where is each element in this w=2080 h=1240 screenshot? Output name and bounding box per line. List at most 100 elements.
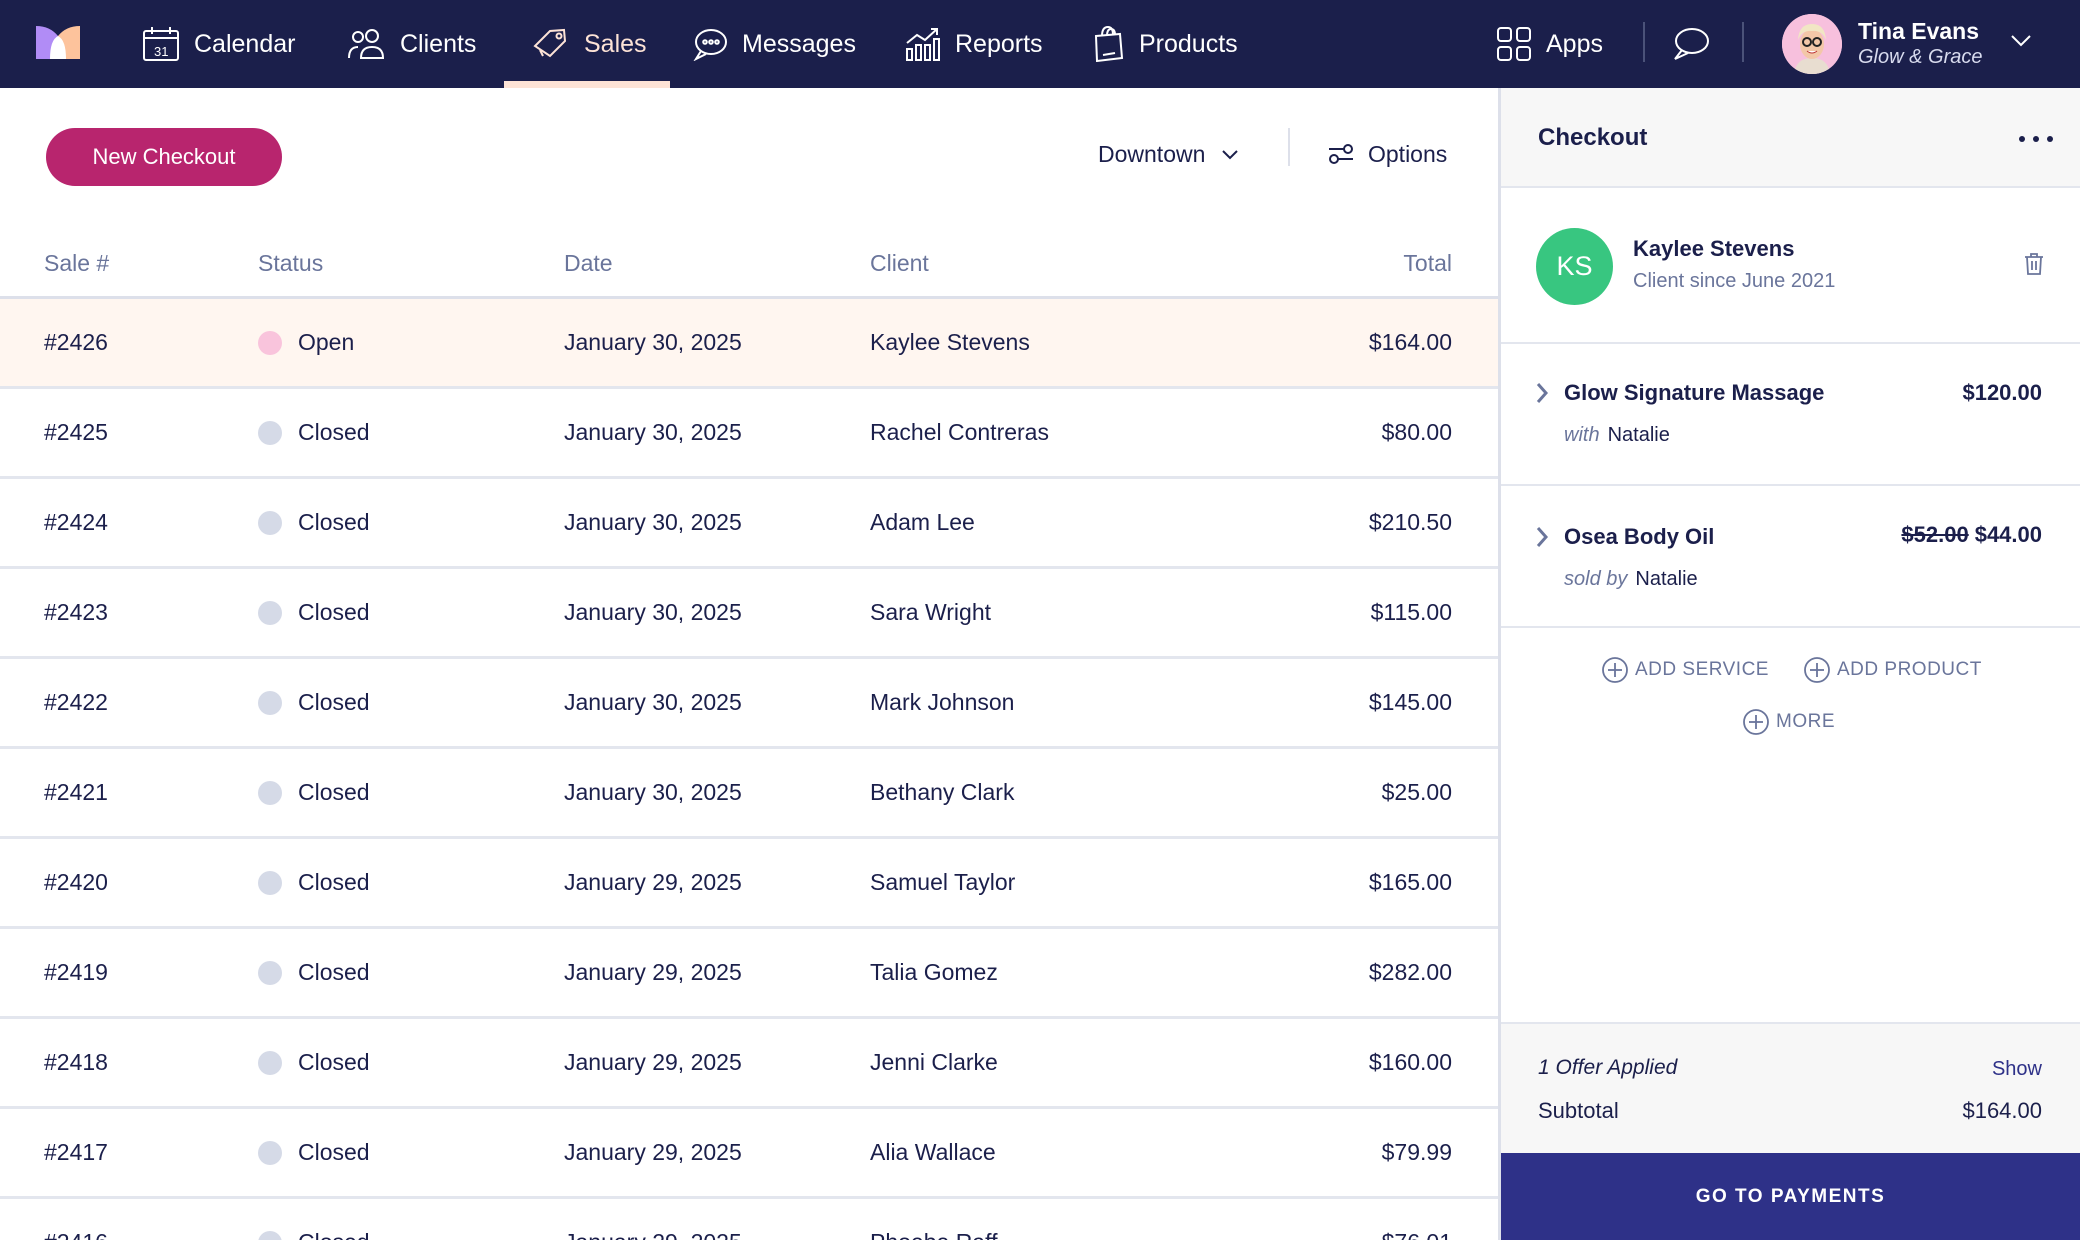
sale-date: January 29, 2025 [564,1049,742,1075]
status-badge: Closed [258,749,370,836]
client-name: Jenni Clarke [870,1049,998,1075]
chevron-right-icon[interactable] [1535,526,1549,548]
status-dot-icon [258,1050,282,1075]
status-badge: Closed [258,839,370,926]
status-dot-icon [258,1140,282,1165]
client-since: Client since June 2021 [1633,270,1836,292]
table-row[interactable]: #2419 Closed January 29, 2025 Talia Gome… [0,929,1498,1019]
user-avatar[interactable] [1782,14,1842,74]
line-item-price: $120.00 [1962,380,2042,406]
line-item-name: Osea Body Oil [1564,524,1715,549]
status-dot-icon [258,1230,282,1240]
calendar-icon: 31 [143,27,179,61]
nav-reports[interactable]: Reports [905,0,1043,88]
trash-icon[interactable] [2024,252,2044,276]
client-name: Kaylee Stevens [870,329,1030,355]
column-header-client[interactable]: Client [870,250,929,276]
status-label: Closed [298,779,370,805]
sale-total: $76.01 [1382,1199,1452,1240]
nav-sales[interactable]: Sales [532,0,647,88]
sale-date: January 29, 2025 [564,959,742,985]
status-dot-icon [258,870,282,895]
line-item-price-value: $120.00 [1962,380,2042,405]
chevron-down-icon[interactable] [2010,34,2032,48]
table-row[interactable]: #2426 Open January 30, 2025 Kaylee Steve… [0,299,1498,389]
add-product-button[interactable]: ADD PRODUCT [1803,656,1982,684]
status-badge: Closed [258,929,370,1016]
checkout-line-item[interactable]: Glow Signature Massage $120.00 with Natal… [1501,344,2080,486]
checkout-summary: 1 Offer Applied Show Subtotal $164.00 [1501,1022,2080,1153]
status-label: Open [298,329,355,355]
sale-date: January 30, 2025 [564,509,742,535]
more-options-icon[interactable] [2019,124,2053,154]
status-badge: Open [258,299,354,386]
sale-date: January 30, 2025 [564,599,742,625]
line-item-staff: with Natalie [1564,424,1670,447]
status-badge: Closed [258,1109,370,1196]
checkout-client: KS Kaylee Stevens Client since June 2021 [1501,188,2080,344]
options-button[interactable]: Options [1328,132,1447,176]
sale-total: $164.00 [1368,329,1452,355]
chat-button[interactable] [1672,0,1724,88]
table-row[interactable]: #2416 Closed January 29, 2025 Phoebe Raf… [0,1199,1498,1240]
add-service-button[interactable]: ADD SERVICE [1601,656,1769,684]
nav-clients[interactable]: Clients [348,0,476,88]
sale-number: #2425 [44,419,108,445]
status-badge: Closed [258,1199,370,1240]
chevron-down-icon [1222,149,1239,159]
status-badge: Closed [258,1019,370,1106]
checkout-title: Checkout [1538,124,1648,151]
checkout-client-name[interactable]: Kaylee Stevens [1633,236,1795,261]
sale-number: #2421 [44,779,108,805]
table-row[interactable]: #2425 Closed January 30, 2025 Rachel Con… [0,389,1498,479]
subtotal-label: Subtotal [1538,1098,1619,1123]
table-row[interactable]: #2423 Closed January 30, 2025 Sara Wrigh… [0,569,1498,659]
status-label: Closed [298,419,370,445]
nav-apps[interactable]: Apps [1496,0,1603,88]
sale-total: $79.99 [1381,1139,1452,1165]
more-button[interactable]: MORE [1742,708,1835,736]
line-item-price-value: $44.00 [1974,522,2042,547]
sale-number: #2418 [44,1049,108,1075]
table-row[interactable]: #2418 Closed January 29, 2025 Jenni Clar… [0,1019,1498,1109]
sale-number: #2423 [44,599,108,625]
sales-table: Sale # Status Date Client Total #2426 Op… [0,230,1498,1240]
client-name: Bethany Clark [870,779,1015,805]
show-offers-link[interactable]: Show [1991,1058,2042,1080]
table-row[interactable]: #2420 Closed January 29, 2025 Samuel Tay… [0,839,1498,929]
status-label: Closed [298,509,370,535]
table-row[interactable]: #2422 Closed January 30, 2025 Mark Johns… [0,659,1498,749]
plus-circle-icon [1743,709,1769,735]
staff-prefix: sold by [1564,568,1628,590]
sale-total: $115.00 [1370,599,1452,625]
location-dropdown[interactable]: Downtown [1098,132,1239,176]
apps-grid-icon [1497,27,1531,61]
chevron-right-icon[interactable] [1535,382,1549,404]
status-dot-icon [258,510,282,535]
column-header-status[interactable]: Status [258,250,324,276]
line-item-name: Glow Signature Massage [1564,380,1825,405]
table-row[interactable]: #2424 Closed January 30, 2025 Adam Lee $… [0,479,1498,569]
sale-total: $282.00 [1368,959,1452,985]
sale-number: #2416 [44,1199,108,1240]
active-tab-indicator [504,81,670,88]
checkout-line-item[interactable]: Osea Body Oil $52.00 $44.00 sold by Natali… [1501,486,2080,628]
status-badge: Closed [258,479,370,566]
nav-products[interactable]: Products [1093,0,1238,88]
column-header-date[interactable]: Date [564,250,613,276]
brand-logo[interactable] [36,26,80,59]
column-header-sale[interactable]: Sale # [44,250,110,276]
column-header-total[interactable]: Total [1403,250,1452,276]
nav-messages[interactable]: Messages [692,0,856,88]
client-avatar[interactable]: KS [1536,228,1613,305]
new-checkout-button[interactable]: New Checkout [46,128,282,186]
nav-calendar[interactable]: 31 Calendar [142,0,295,88]
sale-total: $80.00 [1381,419,1452,445]
go-to-payments-button[interactable]: GO TO PAYMENTS [1501,1153,2080,1240]
table-row[interactable]: #2421 Closed January 30, 2025 Bethany Cl… [0,749,1498,839]
table-row[interactable]: #2417 Closed January 29, 2025 Alia Walla… [0,1109,1498,1199]
nav-divider [1643,22,1645,62]
line-item-price: $52.00 $44.00 [1901,522,2042,548]
sale-date: January 30, 2025 [564,689,742,715]
toolbar-divider [1288,128,1290,166]
